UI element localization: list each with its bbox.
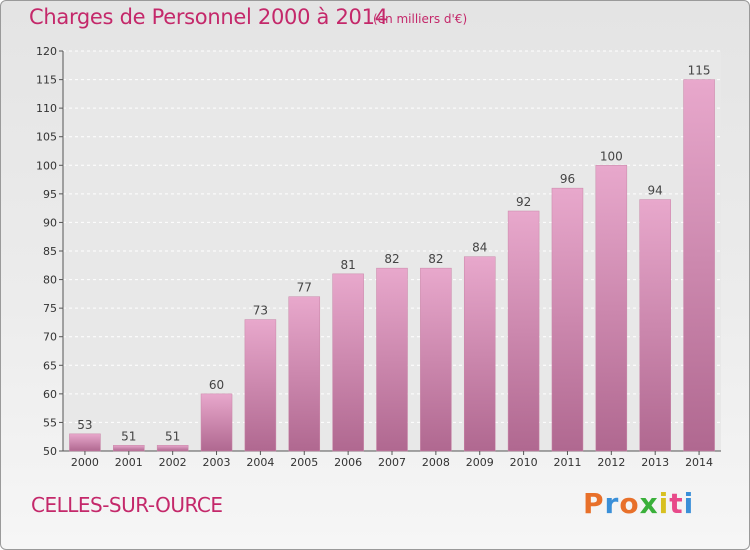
y-tick-label: 95 — [43, 188, 57, 201]
bar — [463, 256, 496, 452]
logo-letter: i — [683, 487, 695, 520]
bar — [420, 267, 452, 452]
y-tick-label: 105 — [36, 131, 57, 144]
y-tick-label: 55 — [43, 416, 57, 429]
y-tick-label: 70 — [43, 331, 57, 344]
x-tick-label: 2001 — [115, 456, 143, 469]
bar — [507, 210, 540, 452]
x-tick-label: 2011 — [553, 456, 581, 469]
bar — [244, 319, 277, 452]
y-tick-label: 80 — [43, 274, 57, 287]
y-tick-label: 75 — [43, 302, 57, 315]
bar — [332, 273, 364, 452]
x-tick-label: 2014 — [685, 456, 713, 469]
bar — [683, 79, 715, 452]
y-tick-label: 115 — [36, 74, 57, 87]
data-label: 51 — [121, 429, 136, 443]
y-tick-label: 65 — [43, 359, 57, 372]
logo-letter: P — [583, 487, 605, 520]
bar — [69, 433, 101, 452]
x-tick-label: 2004 — [246, 456, 274, 469]
data-label: 100 — [600, 149, 623, 163]
x-tick-label: 2013 — [641, 456, 669, 469]
chart-subtitle: (en milliers d'€) — [373, 12, 468, 26]
y-tick-label: 100 — [36, 159, 57, 172]
bar — [639, 199, 671, 452]
data-label: 60 — [209, 378, 224, 392]
logo-letter: x — [639, 487, 659, 520]
x-tick-label: 2006 — [334, 456, 362, 469]
x-tick-label: 2009 — [466, 456, 494, 469]
y-tick-label: 90 — [43, 216, 57, 229]
bar — [288, 296, 321, 452]
data-label: 84 — [472, 241, 487, 255]
town-name: CELLES-SUR-OURCE — [31, 493, 223, 517]
bar — [376, 267, 408, 452]
bar — [595, 165, 628, 452]
chart-title: Charges de Personnel 2000 à 2014 — [29, 5, 388, 29]
data-label: 92 — [516, 195, 531, 209]
data-label: 51 — [165, 429, 180, 443]
data-label: 115 — [688, 64, 711, 78]
logo-letter: t — [669, 487, 684, 520]
y-tick-label: 85 — [43, 245, 57, 258]
x-tick-label: 2002 — [159, 456, 187, 469]
y-tick-label: 50 — [43, 445, 57, 458]
x-tick-label: 2008 — [422, 456, 450, 469]
bar — [113, 445, 145, 452]
bar — [200, 393, 233, 452]
data-label: 96 — [560, 172, 575, 186]
logo-letter: o — [619, 487, 640, 520]
data-label: 73 — [253, 304, 268, 318]
proxiti-logo[interactable]: Proxiti — [583, 487, 694, 520]
data-label: 81 — [340, 258, 355, 272]
x-tick-label: 2005 — [290, 456, 318, 469]
x-tick-label: 2000 — [71, 456, 99, 469]
y-tick-label: 110 — [36, 102, 57, 115]
data-label: 82 — [384, 252, 399, 266]
data-label: 94 — [648, 184, 663, 198]
bar — [156, 445, 189, 452]
data-label: 82 — [428, 252, 443, 266]
bar — [551, 187, 584, 452]
x-tick-label: 2007 — [378, 456, 406, 469]
y-tick-label: 60 — [43, 388, 57, 401]
logo-letter: r — [604, 487, 620, 520]
data-label: 77 — [297, 281, 312, 295]
y-tick-label: 120 — [36, 45, 57, 58]
logo-letter: i — [658, 487, 670, 520]
x-tick-label: 2003 — [203, 456, 231, 469]
data-label: 53 — [77, 418, 92, 432]
x-tick-label: 2010 — [510, 456, 538, 469]
x-tick-label: 2012 — [597, 456, 625, 469]
